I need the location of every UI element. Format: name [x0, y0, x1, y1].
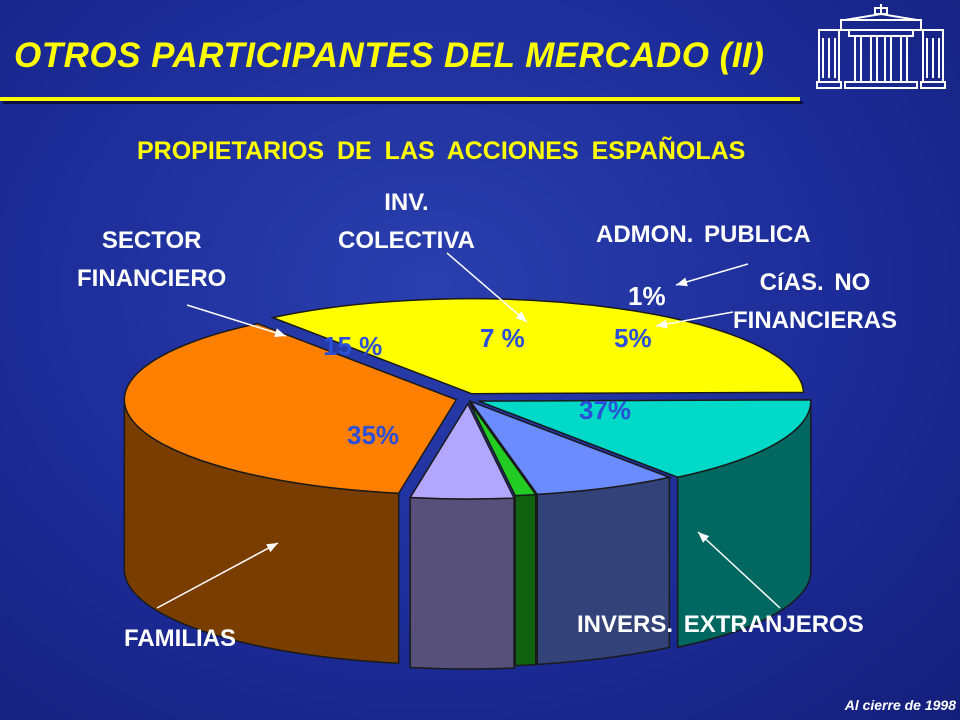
pie-slice-sector-financiero: [478, 399, 812, 479]
data-label-sector-financiero: 15 %: [323, 331, 383, 361]
arrow-familias-head: [266, 543, 278, 553]
pie-side-admon-publica: [514, 493, 537, 667]
label-admon-publica: ADMON. PUBLICA: [596, 221, 811, 248]
arrow-cias-no-financieras: [655, 311, 734, 327]
arrow-inv-colectiva-head: [515, 311, 527, 322]
label-cias-no-financieras: CíAS. NO FINANCIERAS: [733, 269, 898, 334]
slide-title: OTROS PARTICIPANTES DEL MERCADO (II): [14, 36, 765, 75]
building-colonnade-icon: [816, 4, 946, 89]
data-label-invers-extranjeros: 37%: [579, 395, 632, 425]
label-inv-colectiva: INV. COLECTIVA: [338, 189, 475, 254]
pie-slice-familias: [270, 297, 805, 395]
arrow-inv-colectiva: [446, 252, 528, 323]
label-pointer-arrows: [156, 252, 781, 609]
arrow-invers-extranjeros: [697, 531, 781, 609]
data-label-cias-no-financieras: 5%: [614, 323, 652, 353]
pie-side-c-as-no-financieras: [409, 496, 515, 670]
pie-side-walls: [123, 399, 812, 670]
arrow-cias-no-financieras-head: [656, 319, 668, 329]
title-underline-shadow: [3, 101, 803, 104]
data-label-familias: 35%: [347, 420, 400, 450]
label-sector-financiero: SECTOR FINANCIERO: [77, 227, 227, 292]
pie-slice-c-as-no-financieras: [408, 402, 516, 500]
title-underline: [0, 97, 800, 101]
pie-top-faces: [123, 297, 812, 500]
arrow-familias: [156, 542, 279, 609]
arrow-admon-publica: [675, 263, 749, 286]
pie-slice-admon-publica: [468, 401, 538, 497]
arrow-sector-financiero-head: [274, 328, 286, 338]
chart-title: PROPIETARIOS DE LAS ACCIONES ESPAÑOLAS: [137, 137, 746, 165]
label-familias: FAMILIAS: [124, 625, 236, 652]
label-invers-extranjeros: INVERS. EXTRANJEROS: [577, 611, 864, 638]
arrow-invers-extranjeros-head: [698, 532, 710, 543]
data-label-admon-publica: 1%: [628, 281, 666, 311]
pie-slice-invers-extranjeros: [123, 322, 458, 494]
footnote: Al cierre de 1998: [844, 697, 956, 713]
arrow-sector-financiero: [186, 304, 287, 337]
pie-slice-inv-colectiva: [468, 399, 672, 496]
data-label-inv-colectiva: 7 %: [480, 323, 525, 353]
arrow-admon-publica-head: [676, 277, 688, 287]
